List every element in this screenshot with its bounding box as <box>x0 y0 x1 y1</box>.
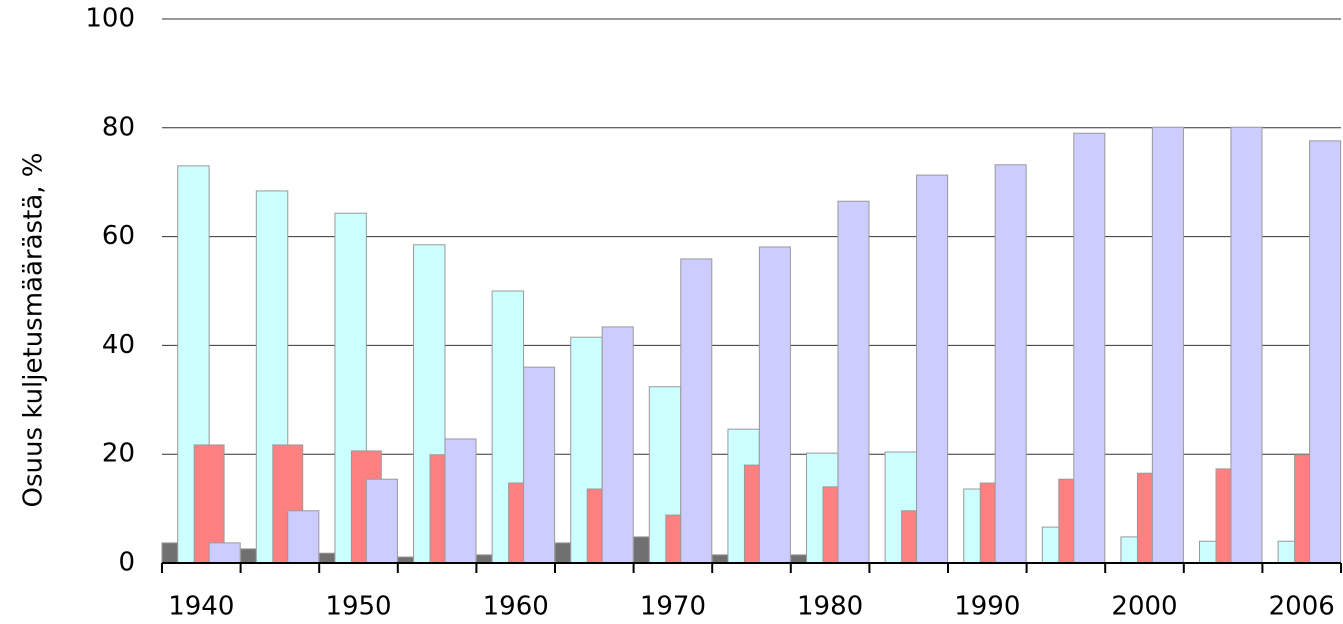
bar <box>680 258 713 564</box>
bar <box>994 164 1027 564</box>
x-tick-label: 1950 <box>325 592 391 622</box>
bar <box>240 548 257 564</box>
bar <box>523 366 556 564</box>
bar <box>884 451 918 564</box>
bar <box>475 554 493 564</box>
bar <box>1151 126 1184 564</box>
bar <box>1309 140 1342 564</box>
x-tick-label: 1960 <box>483 592 549 622</box>
bar <box>633 536 650 564</box>
bar <box>208 542 241 564</box>
bar <box>365 478 398 564</box>
bar <box>287 510 320 564</box>
x-tick-label: 1990 <box>954 592 1020 622</box>
bar <box>837 200 870 564</box>
bar <box>554 542 572 564</box>
x-tick-label: 2006 <box>1269 592 1335 622</box>
y-tick-label: 40 <box>102 330 135 360</box>
y-tick-label: 80 <box>102 112 135 142</box>
bar <box>444 438 477 564</box>
x-tick-label: 1980 <box>797 592 863 622</box>
bar <box>711 554 729 564</box>
bar <box>790 554 808 564</box>
bar <box>601 326 634 564</box>
y-tick-label: 0 <box>118 548 135 578</box>
bar <box>758 246 791 564</box>
x-tick-label: 1940 <box>168 592 234 622</box>
y-tick-label: 20 <box>102 439 135 469</box>
bar <box>1073 132 1106 564</box>
bar <box>318 552 336 564</box>
y-tick-label: 100 <box>85 4 135 34</box>
bar <box>413 244 446 564</box>
y-tick-label: 60 <box>102 221 135 251</box>
x-tick-label: 1970 <box>640 592 706 622</box>
x-tick-label: 2000 <box>1111 592 1177 622</box>
bar <box>1230 126 1263 564</box>
y-axis-label: Osuus kuljetusmäärästä, % <box>19 153 49 508</box>
bar <box>916 174 949 564</box>
bar <box>161 542 179 564</box>
